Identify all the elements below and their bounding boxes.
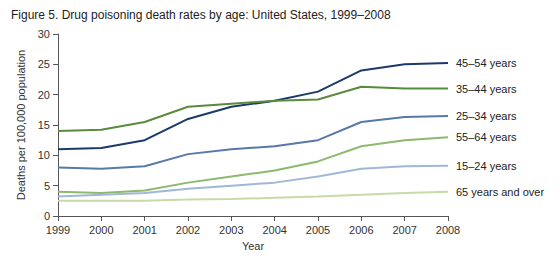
svg-text:2003: 2003	[219, 224, 243, 236]
svg-text:Deaths per 100,000 population: Deaths per 100,000 population	[15, 50, 27, 200]
svg-text:2001: 2001	[132, 224, 156, 236]
svg-text:55–64 years: 55–64 years	[456, 131, 517, 143]
svg-text:65 years and over: 65 years and over	[456, 186, 544, 198]
svg-text:15–24 years: 15–24 years	[456, 160, 517, 172]
svg-text:45–54 years: 45–54 years	[456, 57, 517, 69]
svg-text:35–44 years: 35–44 years	[456, 83, 517, 95]
svg-text:2005: 2005	[306, 224, 330, 236]
svg-text:20: 20	[38, 89, 50, 101]
svg-text:15: 15	[38, 119, 50, 131]
svg-text:30: 30	[38, 28, 50, 40]
svg-text:0: 0	[44, 210, 50, 222]
svg-text:1999: 1999	[46, 224, 70, 236]
svg-text:2002: 2002	[176, 224, 200, 236]
svg-text:2007: 2007	[392, 224, 416, 236]
svg-text:Figure 5. Drug poisoning death: Figure 5. Drug poisoning death rates by …	[11, 8, 391, 22]
svg-text:2004: 2004	[262, 224, 286, 236]
svg-text:25–34 years: 25–34 years	[456, 110, 517, 122]
svg-text:2000: 2000	[89, 224, 113, 236]
svg-text:5: 5	[44, 180, 50, 192]
svg-text:2006: 2006	[349, 224, 373, 236]
svg-text:Year: Year	[242, 240, 265, 252]
svg-text:10: 10	[38, 149, 50, 161]
svg-text:25: 25	[38, 58, 50, 70]
svg-text:2008: 2008	[436, 224, 460, 236]
